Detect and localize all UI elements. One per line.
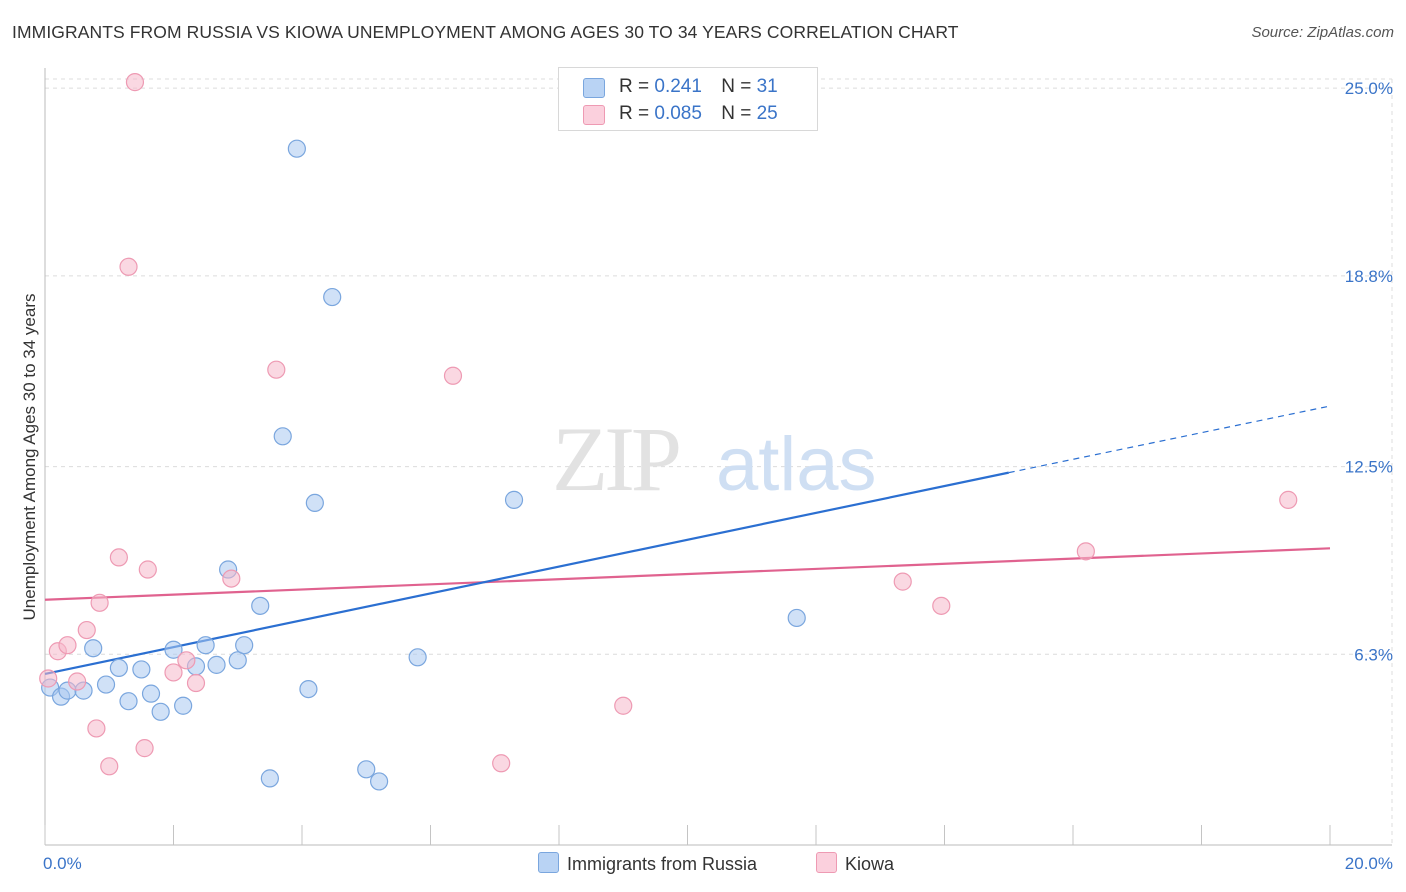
watermark-zip: ZIP (552, 408, 679, 510)
point-kiowa (932, 596, 951, 615)
point-russia (370, 772, 389, 791)
point-russia (207, 655, 226, 674)
source-label: Source: ZipAtlas.com (1251, 24, 1394, 41)
point-russia (323, 287, 342, 307)
legend-n-label: N = (721, 76, 757, 97)
point-kiowa (109, 548, 128, 567)
bottom-legend-kiowa: Kiowa (816, 852, 894, 875)
x-tick-label: 0.0% (43, 854, 82, 873)
bottom-legend-swatch-kiowa (816, 852, 837, 873)
legend-r-value: 0.241 (654, 76, 702, 97)
point-russia (299, 679, 318, 699)
point-kiowa (164, 663, 183, 682)
point-russia (260, 769, 279, 788)
point-kiowa (492, 754, 511, 773)
point-russia (151, 702, 170, 721)
trend-line-russia-extension (1008, 405, 1331, 474)
bottom-legend-label-kiowa: Kiowa (845, 854, 895, 874)
point-kiowa (1076, 542, 1095, 561)
y-tick-label: 6.3% (1354, 645, 1393, 664)
point-russia (787, 608, 806, 628)
point-russia (287, 139, 306, 158)
point-russia (84, 639, 103, 658)
legend-r-value: 0.085 (654, 103, 702, 124)
legend-r-label: R = (619, 76, 655, 97)
point-kiowa (100, 757, 119, 776)
correlation-legend: R = 0.241 N = 31 R = 0.085 N = 25 (558, 67, 818, 131)
point-russia (196, 636, 215, 655)
point-kiowa (125, 73, 145, 92)
point-kiowa (177, 651, 196, 670)
legend-row-russia: R = 0.241 N = 31 (583, 76, 778, 98)
point-russia (132, 660, 151, 679)
point-russia (228, 651, 247, 670)
point-kiowa (119, 257, 138, 276)
point-russia (164, 640, 183, 659)
point-russia (141, 684, 161, 703)
legend-row-kiowa: R = 0.085 N = 25 (583, 103, 778, 125)
point-russia (408, 648, 427, 667)
point-kiowa (58, 636, 77, 655)
point-kiowa (186, 673, 206, 693)
trend-line-kiowa (44, 547, 1331, 601)
point-kiowa (138, 560, 157, 579)
point-kiowa (135, 739, 154, 758)
trend-line-russia (44, 471, 1009, 676)
point-kiowa (87, 719, 106, 738)
point-russia (504, 490, 524, 509)
point-russia (251, 596, 270, 615)
point-kiowa (443, 366, 463, 385)
y-tick-label: 25.0% (1345, 79, 1393, 98)
legend-n-value: 25 (756, 103, 778, 124)
point-kiowa (267, 360, 286, 379)
point-russia (109, 658, 128, 678)
point-kiowa (39, 669, 58, 688)
point-kiowa (1279, 490, 1298, 509)
legend-swatch-russia (583, 78, 605, 98)
tick-labels: 6.3% 12.5% 18.8% 25.0% 0.0% 20.0% (43, 79, 1393, 873)
watermark-atlas: atlas (716, 422, 877, 507)
point-russia (96, 675, 116, 694)
trend-lines (44, 405, 1331, 676)
point-kiowa (614, 696, 633, 715)
point-russia (235, 636, 254, 655)
watermark: ZIP atlas (552, 408, 877, 510)
y-tick-label: 18.8% (1345, 267, 1393, 286)
point-russia (119, 692, 138, 711)
bottom-legend-swatch-russia (538, 852, 559, 873)
point-russia (305, 493, 324, 513)
point-kiowa (893, 572, 912, 591)
point-kiowa (68, 672, 87, 691)
bottom-legend-russia: Immigrants from Russia (538, 852, 757, 875)
point-russia (174, 696, 193, 715)
point-russia (273, 427, 292, 446)
x-tick-label: 20.0% (1345, 854, 1393, 873)
point-kiowa (90, 593, 109, 612)
bottom-legend-label-russia: Immigrants from Russia (567, 854, 758, 874)
y-tick-label: 12.5% (1345, 458, 1393, 477)
chart-title: IMMIGRANTS FROM RUSSIA VS KIOWA UNEMPLOY… (12, 22, 959, 42)
legend-r-label: R = (619, 103, 655, 124)
legend-swatch-kiowa (583, 105, 605, 125)
legend-n-label: N = (721, 103, 757, 124)
data-points (39, 73, 1298, 791)
point-russia (357, 760, 376, 779)
axes (44, 68, 1392, 846)
legend-n-value: 31 (756, 76, 778, 97)
point-kiowa (77, 620, 96, 640)
point-kiowa (222, 569, 241, 588)
